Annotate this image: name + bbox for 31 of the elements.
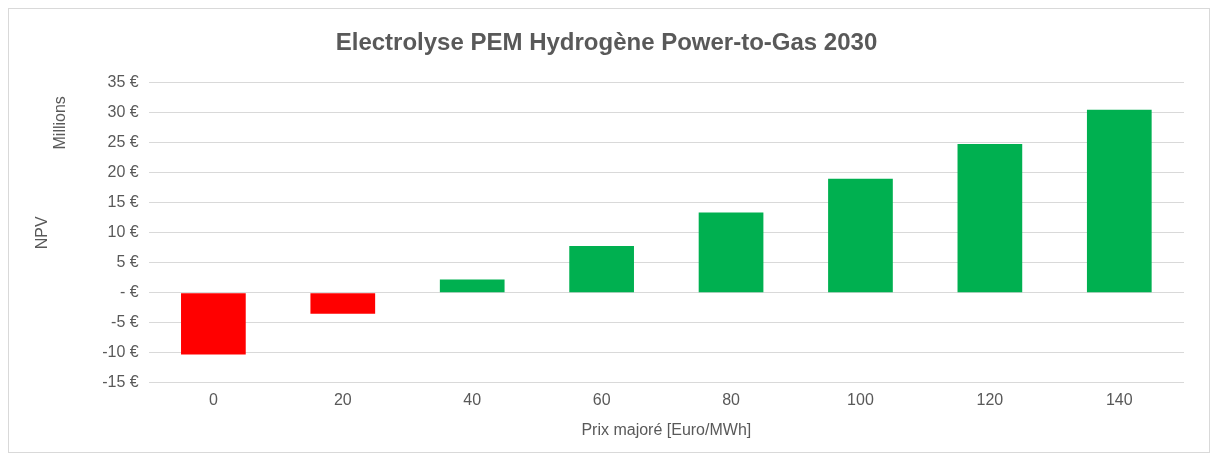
y-tick-label: 5 € [116,253,139,271]
bar [181,293,246,355]
text: Millions [51,96,69,150]
bar [310,293,376,314]
bar [828,178,893,293]
bar [569,246,634,293]
x-axis-title: Prix majoré [Euro/MWh] [581,421,752,439]
bar [439,279,505,293]
y-tick-label: 35 € [107,73,139,91]
y-axis-title: NPV [33,216,51,250]
y-tick-label: -10 € [102,343,139,361]
x-tick-label: 20 [333,390,352,408]
x-tick-label: 80 [722,390,741,408]
y-tick-label: - € [120,283,139,301]
x-tick-label: 60 [592,390,611,408]
x-tick-label: 40 [463,390,482,408]
y-tick-label: -5 € [111,313,139,331]
bar [957,144,1023,293]
x-tick-label: 140 [1105,390,1133,408]
y-tick-label: 10 € [107,223,139,241]
y-tick-label: 20 € [107,163,139,181]
x-tick-label: 100 [847,390,874,408]
x-tick-label: 0 [208,390,218,408]
y-tick-label: -15 € [102,373,139,391]
y-tick-label: 15 € [107,193,139,211]
chart-title: Electrolyse PEM Hydrogène Power-to-Gas 2030 [335,28,878,56]
bar [1086,109,1152,293]
bar [698,212,764,293]
x-tick-label: 120 [976,390,1004,408]
y-tick-label: 30 € [107,103,139,121]
y-tick-label: 25 € [107,133,139,151]
